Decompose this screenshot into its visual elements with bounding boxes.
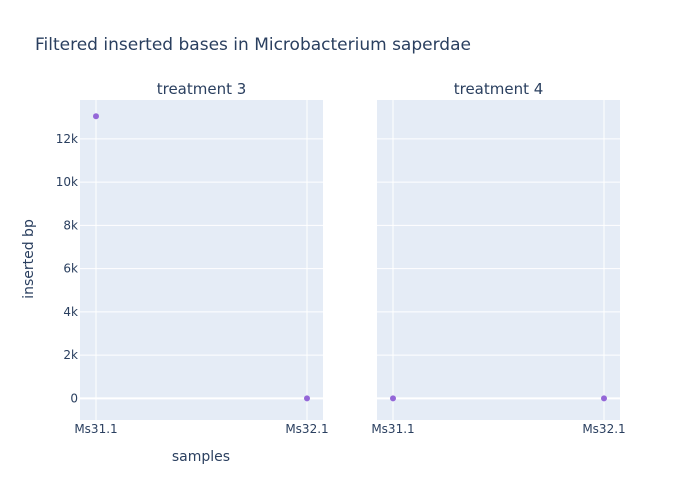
y-tick-label: 6k (63, 262, 78, 276)
y-tick-label: 8k (63, 218, 78, 232)
y-tick-label: 12k (56, 132, 78, 146)
y-tick-label: 4k (63, 305, 78, 319)
chart-title: Filtered inserted bases in Microbacteriu… (35, 35, 471, 55)
panel-title: treatment 4 (454, 80, 544, 98)
data-point (93, 113, 99, 120)
panel-2: Ms31.1 Ms32.1 treatment 4 (371, 80, 625, 436)
y-axis-label: inserted bp (21, 219, 37, 299)
x-tick-label: Ms32.1 (582, 422, 625, 436)
x-tick-label: Ms31.1 (74, 422, 117, 436)
plot-area-background (80, 100, 323, 420)
panel-title: treatment 3 (157, 80, 247, 98)
data-point (304, 395, 310, 402)
panel-1: 0 2k 4k 6k 8k 10k 12k Ms31.1 Ms32.1 treatment 3 (56, 80, 329, 436)
data-point (390, 395, 396, 402)
panels-layer: 0 2k 4k 6k 8k 10k 12k Ms31.1 Ms32.1 treatment 3 Ms… (56, 80, 626, 436)
plot-area-background (377, 100, 620, 420)
x-tick-label: Ms31.1 (371, 422, 414, 436)
data-point (601, 395, 607, 402)
y-tick-label: 10k (56, 175, 78, 189)
y-tick-label: 2k (63, 348, 78, 362)
x-tick-label: Ms32.1 (285, 422, 328, 436)
x-axis-label: samples (172, 449, 230, 465)
y-tick-label: 0 (70, 391, 78, 405)
